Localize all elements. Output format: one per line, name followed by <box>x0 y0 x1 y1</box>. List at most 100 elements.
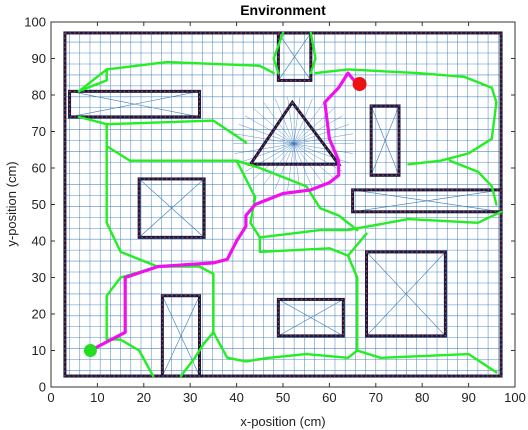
voronoi-edge <box>258 236 350 257</box>
obstacle-diagonal <box>426 200 502 213</box>
obstacle-diagonal <box>278 56 295 81</box>
voronoi-edge <box>258 210 503 239</box>
voronoi-edge <box>77 115 248 144</box>
voronoi-edge <box>77 68 108 93</box>
roadmap-fan-line <box>293 115 343 144</box>
roadmap-fan-line <box>293 133 353 144</box>
x-tick-label: 100 <box>504 390 526 405</box>
x-tick-label: 20 <box>137 390 151 405</box>
x-tick-label: 90 <box>461 390 475 405</box>
y-tick-label: 90 <box>32 51 46 66</box>
roadmap-fan-line <box>293 98 313 144</box>
y-tick-label: 50 <box>32 197 46 212</box>
obstacle-diagonal <box>384 140 400 176</box>
obstacle-diagonal <box>366 293 407 337</box>
x-tick-label: 70 <box>369 390 383 405</box>
rect-obstacle-dots <box>352 189 502 213</box>
obstacle-diagonal <box>278 317 311 337</box>
roadmap-fan-line <box>274 98 295 144</box>
x-tick-label: 60 <box>322 390 336 405</box>
x-ticks: 0 10 20 30 40 50 60 70 80 90 100 <box>47 22 526 405</box>
path-line <box>88 71 359 353</box>
roadmap-fan-line <box>274 143 295 189</box>
obstacle-diagonal <box>162 335 182 377</box>
obstacle-diagonal <box>294 32 312 57</box>
rect-obstacle-dots <box>69 90 200 118</box>
y-tick-label: 0 <box>39 380 46 395</box>
voronoi-edge <box>212 272 248 363</box>
y-tick-label: 80 <box>32 88 46 103</box>
roadmap-fan-line <box>244 115 294 144</box>
roadmap-lines <box>64 32 502 377</box>
roadmap-fan-line <box>293 143 335 180</box>
obstacle-diagonal <box>310 299 344 318</box>
voronoi-edge <box>309 31 317 75</box>
obstacle-diagonal <box>278 299 311 318</box>
obstacle-diagonal <box>69 91 135 105</box>
voronoi-edge <box>77 60 275 93</box>
obstacle-diagonal <box>426 189 502 202</box>
triangle-obstacle-dots <box>249 101 340 165</box>
voronoi-edge <box>346 232 368 257</box>
rect-obstacle-dots <box>366 251 446 337</box>
obstacle-diagonal <box>352 200 427 213</box>
roadmap-fan-line <box>293 124 350 144</box>
rect-obstacle-dots <box>277 298 344 337</box>
y-ticks: 0 10 20 30 40 50 60 70 80 90 100 <box>24 15 515 395</box>
obstacle-diagonal <box>180 295 200 337</box>
chart-title: Environment <box>240 2 326 18</box>
rect-obstacle-dots <box>277 32 312 81</box>
obstacle-diagonal <box>138 178 172 209</box>
y-tick-label: 10 <box>32 343 46 358</box>
obstacle-diagonal <box>370 105 386 141</box>
voronoi-edge <box>272 31 285 75</box>
obstacle-diagonal <box>171 178 205 209</box>
obstacle-diagonal <box>138 207 172 238</box>
roadmap-fan-line <box>238 143 294 164</box>
voronoi-edge <box>448 159 498 206</box>
voronoi-edge <box>244 349 359 363</box>
roadmap-fan-line <box>293 96 301 144</box>
roadmap-fan-line <box>287 96 295 144</box>
obstacle-diagonal <box>134 103 200 118</box>
x-tick-label: 50 <box>276 390 290 405</box>
goal-marker <box>352 77 367 92</box>
obstacle-diagonal <box>180 335 200 377</box>
voronoi-edge <box>235 159 359 232</box>
start-marker <box>83 344 97 357</box>
x-tick-label: 40 <box>229 390 243 405</box>
obstacle-diagonal <box>294 56 312 81</box>
y-tick-label: 40 <box>32 234 46 249</box>
obstacle-diagonal <box>69 103 135 118</box>
x-tick-label: 80 <box>415 390 429 405</box>
markers <box>83 77 367 357</box>
y-tick-label: 100 <box>24 15 46 30</box>
roadmap-fan-line <box>287 143 295 191</box>
voronoi-edge <box>235 159 261 239</box>
obstacle-diagonal <box>352 189 427 202</box>
roadmap-fan-line <box>293 143 313 189</box>
roadmap-fan-line <box>293 143 343 172</box>
obstacle-diagonal <box>370 140 386 176</box>
x-tick-label: 30 <box>183 390 197 405</box>
rect-obstacle-dots <box>370 105 400 176</box>
roadmap-fan-line <box>238 124 294 144</box>
obstacle-diagonal <box>310 317 344 337</box>
obstacle-diagonal <box>405 251 446 295</box>
y-tick-label: 60 <box>32 161 46 176</box>
x-tick-label: 10 <box>90 390 104 405</box>
y-tick-label: 70 <box>32 124 46 139</box>
voronoi-edge <box>179 331 215 378</box>
x-axis-label: x-position (cm) <box>240 414 325 429</box>
planned-path <box>88 71 359 353</box>
roadmap-fan-line <box>293 143 353 154</box>
roadmap-fan-line <box>234 143 294 154</box>
voronoi-edge <box>314 68 498 104</box>
y-tick-label: 20 <box>32 307 46 322</box>
y-tick-label: 30 <box>32 270 46 285</box>
obstacle-diagonal <box>405 293 446 337</box>
obstacle-diagonal <box>384 105 400 141</box>
obstacle-diagonal <box>171 207 205 238</box>
